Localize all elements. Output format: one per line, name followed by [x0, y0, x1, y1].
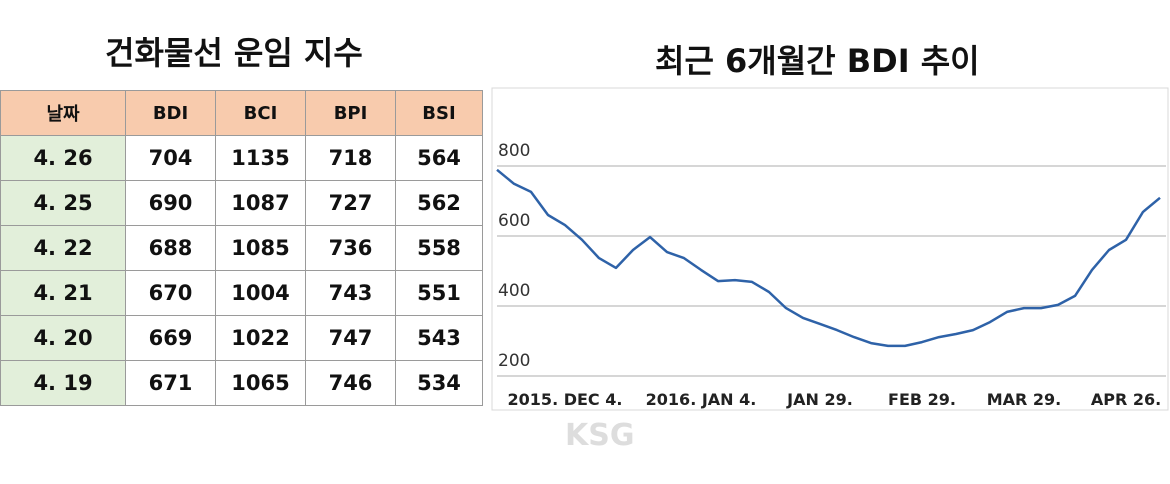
y-tick-label: 800: [498, 141, 530, 161]
header-cell: BPI: [305, 90, 396, 136]
y-tick-label: 400: [498, 281, 530, 301]
x-tick-label: APR 26.: [1091, 390, 1161, 409]
value-cell: 690: [125, 180, 216, 226]
value-cell: 743: [305, 270, 396, 316]
x-tick-label: FEB 29.: [888, 390, 956, 409]
value-cell: 718: [305, 135, 396, 181]
value-cell: 688: [125, 225, 216, 271]
value-cell: 669: [125, 315, 216, 361]
header-cell: BSI: [395, 90, 483, 136]
table-row: 4. 19 671 1065 746 534: [0, 360, 483, 406]
value-cell: 1085: [215, 225, 306, 271]
value-cell: 1065: [215, 360, 306, 406]
value-cell: 564: [395, 135, 483, 181]
value-cell: 670: [125, 270, 216, 316]
date-cell: 4. 22: [0, 225, 126, 271]
value-cell: 1087: [215, 180, 306, 226]
x-tick-label: 2015. DEC 4.: [508, 390, 623, 409]
date-cell: 4. 26: [0, 135, 126, 181]
table-row: 4. 20 669 1022 747 543: [0, 315, 483, 361]
date-cell: 4. 19: [0, 360, 126, 406]
value-cell: 562: [395, 180, 483, 226]
table-row: 4. 22 688 1085 736 558: [0, 225, 483, 271]
value-cell: 736: [305, 225, 396, 271]
data-line: [496, 168, 1161, 348]
value-cell: 534: [395, 360, 483, 406]
value-cell: 543: [395, 315, 483, 361]
table-row: 4. 26 704 1135 718 564: [0, 135, 483, 181]
watermark: KSG: [565, 418, 634, 453]
header-cell: 날짜: [0, 90, 126, 136]
value-cell: 671: [125, 360, 216, 406]
header-cell: BDI: [125, 90, 216, 136]
value-cell: 1135: [215, 135, 306, 181]
table-row: 4. 25 690 1087 727 562: [0, 180, 483, 226]
table-title: 건화물선 운임 지수: [105, 34, 363, 72]
chart-frame: [491, 87, 1169, 411]
value-cell: 727: [305, 180, 396, 226]
y-tick-label: 200: [498, 351, 530, 371]
date-cell: 4. 25: [0, 180, 126, 226]
date-cell: 4. 21: [0, 270, 126, 316]
value-cell: 1022: [215, 315, 306, 361]
date-cell: 4. 20: [0, 315, 126, 361]
chart-title: 최근 6개월간 BDI 추이: [655, 42, 980, 80]
value-cell: 747: [305, 315, 396, 361]
value-cell: 746: [305, 360, 396, 406]
header-cell: BCI: [215, 90, 306, 136]
x-tick-label: JAN 29.: [786, 390, 853, 409]
x-tick-label: 2016. JAN 4.: [646, 390, 757, 409]
header-row: 날짜 BDI BCI BPI BSI: [0, 90, 483, 136]
table-row: 4. 21 670 1004 743 551: [0, 270, 483, 316]
value-cell: 1004: [215, 270, 306, 316]
value-cell: 558: [395, 225, 483, 271]
x-tick-label: MAR 29.: [987, 390, 1062, 409]
y-tick-label: 600: [498, 211, 530, 231]
value-cell: 704: [125, 135, 216, 181]
value-cell: 551: [395, 270, 483, 316]
index-table: 날짜 BDI BCI BPI BSI 4. 26 704 1135 718 564 4. …: [0, 90, 483, 406]
